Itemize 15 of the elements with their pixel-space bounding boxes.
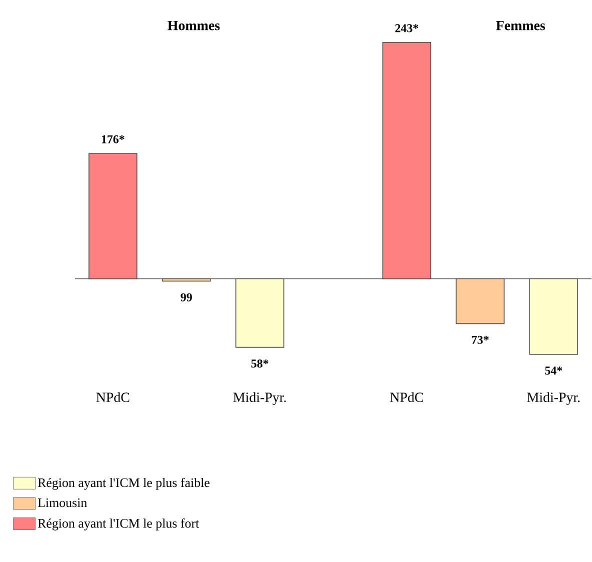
legend-label: Région ayant l'ICM le plus fort [38,518,200,531]
x-tick-label: NPdC [390,392,423,402]
annotation: 99 [180,294,192,302]
legend-label: Région ayant l'ICM le plus faible [38,478,210,490]
annotation: 73* [472,336,489,344]
text: Femmes [496,21,546,30]
legend-label: Limousin [38,498,87,508]
x-tick-label: Midi-Pyr. [233,392,286,406]
text: Hommes [168,21,220,30]
x-tick-label: Midi-Pyr. [527,392,580,406]
text: 243* [395,24,418,32]
x-tick-label: NPdC [96,392,130,402]
annotation: 176* [102,135,124,144]
text: 54* [545,366,562,375]
text: 58* [251,360,268,368]
